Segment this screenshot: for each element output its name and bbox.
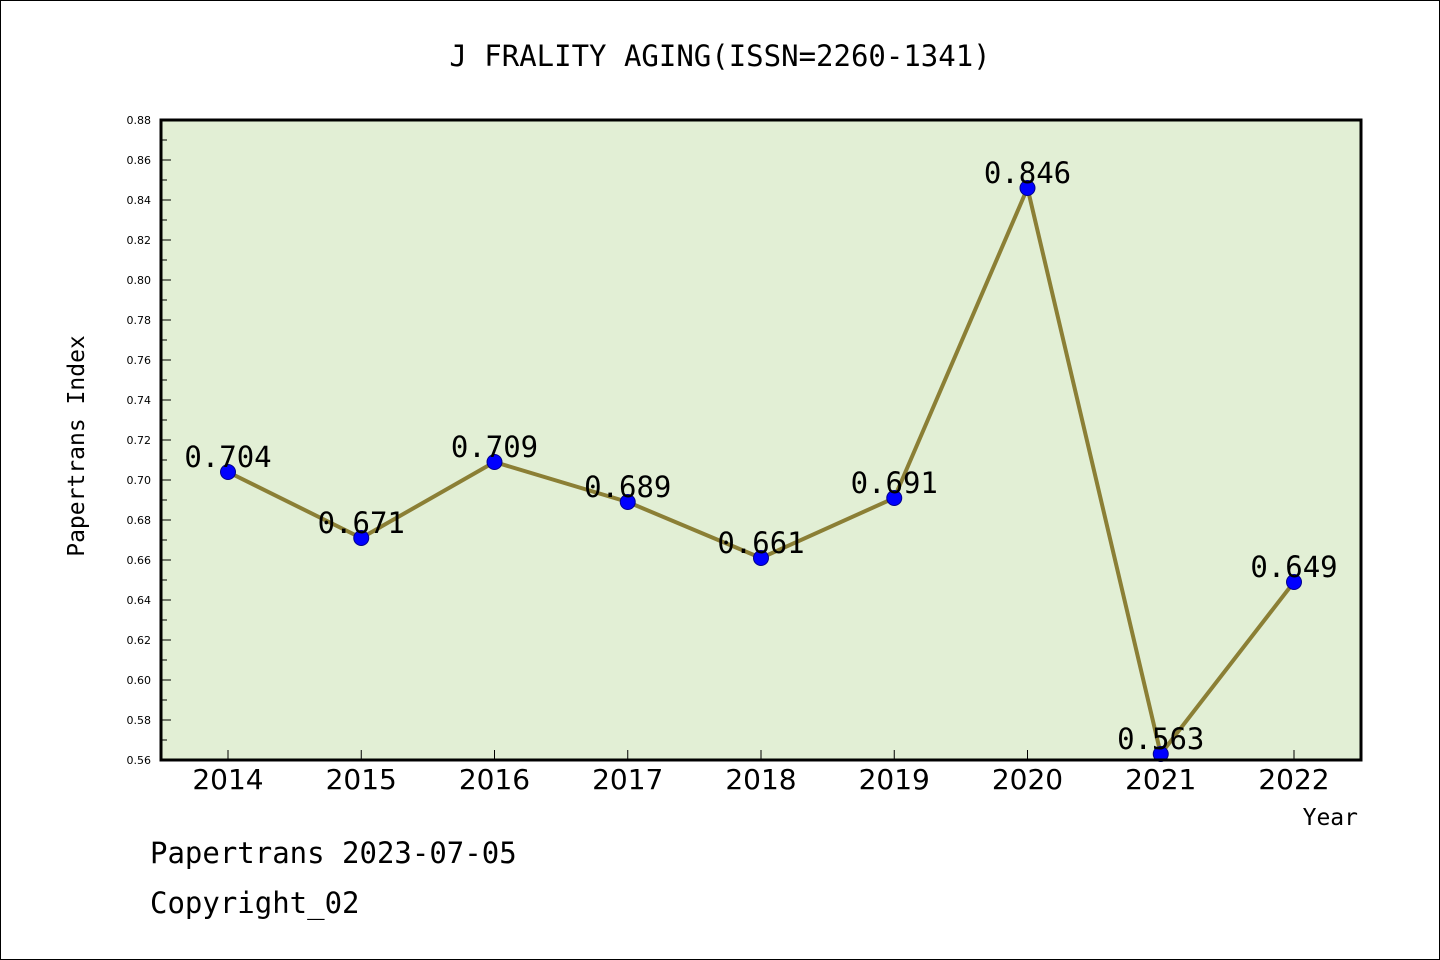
y-tick-label: 0.80 [127,274,152,287]
data-label: 0.689 [584,470,671,504]
y-tick-label: 0.74 [127,394,152,407]
y-tick-label: 0.62 [127,634,152,647]
data-point [486,454,503,470]
y-axis: 0.56 0.58 0.60 0.62 0.64 0.66 0.68 0.70 0.72 0.74… [127,114,171,767]
y-tick-label: 0.70 [127,474,152,487]
data-point [619,494,636,510]
y-tick-label: 0.78 [127,314,152,327]
data-label: 0.661 [717,526,804,560]
data-point [1019,180,1036,196]
data-point [353,530,370,546]
y-tick-label: 0.58 [127,714,152,727]
data-label: 0.649 [1250,550,1337,584]
y-tick-label: 0.88 [127,114,152,127]
x-tick-label: 2015 [326,763,397,796]
y-tick-label: 0.64 [127,594,152,607]
x-tick-label: 2022 [1258,763,1329,796]
data-label: 0.691 [851,466,938,500]
x-tick-label: 2018 [725,763,796,796]
data-label: 0.704 [184,440,271,474]
footer-copyright: Copyright_02 [150,886,360,920]
footer-date: Papertrans 2023-07-05 [150,836,517,870]
x-tick-label: 2017 [592,763,663,796]
data-label: 0.671 [318,506,405,540]
x-tick-label: 2021 [1125,763,1196,796]
x-axis-label: Year [1303,805,1358,831]
x-tick-label: 2014 [192,763,263,796]
y-tick-label: 0.72 [127,434,152,447]
data-point [886,490,903,506]
y-tick-label: 0.82 [127,234,152,247]
y-tick-label: 0.56 [127,754,152,767]
data-label: 0.846 [984,156,1071,190]
data-label: 0.563 [1117,722,1204,756]
y-tick-label: 0.86 [127,154,152,167]
data-markers [220,180,1302,762]
y-tick-label: 0.68 [127,514,152,527]
data-labels: 0.704 0.671 0.709 0.689 0.661 0.691 0.846 0.563… [184,156,1337,756]
x-tick-label: 2020 [992,763,1063,796]
data-point [220,464,236,480]
x-tick-label: 2019 [859,763,930,796]
data-label: 0.709 [451,430,538,464]
y-tick-label: 0.76 [127,354,152,367]
plot-area [161,120,1361,760]
chart-title: J FRALITY AGING(ISSN=2260-1341) [449,39,990,73]
x-axis: 2014 2015 2016 2017 2018 2019 2020 2021 2022 [192,750,1330,796]
plot-border [159,118,1363,762]
data-point [753,550,769,566]
data-point [1286,574,1302,590]
y-tick-label: 0.66 [127,554,152,567]
x-tick-label: 2016 [459,763,530,796]
y-tick-label: 0.84 [127,194,152,207]
y-axis-label: Papertrans Index [64,335,90,557]
y-tick-label: 0.60 [127,674,152,687]
